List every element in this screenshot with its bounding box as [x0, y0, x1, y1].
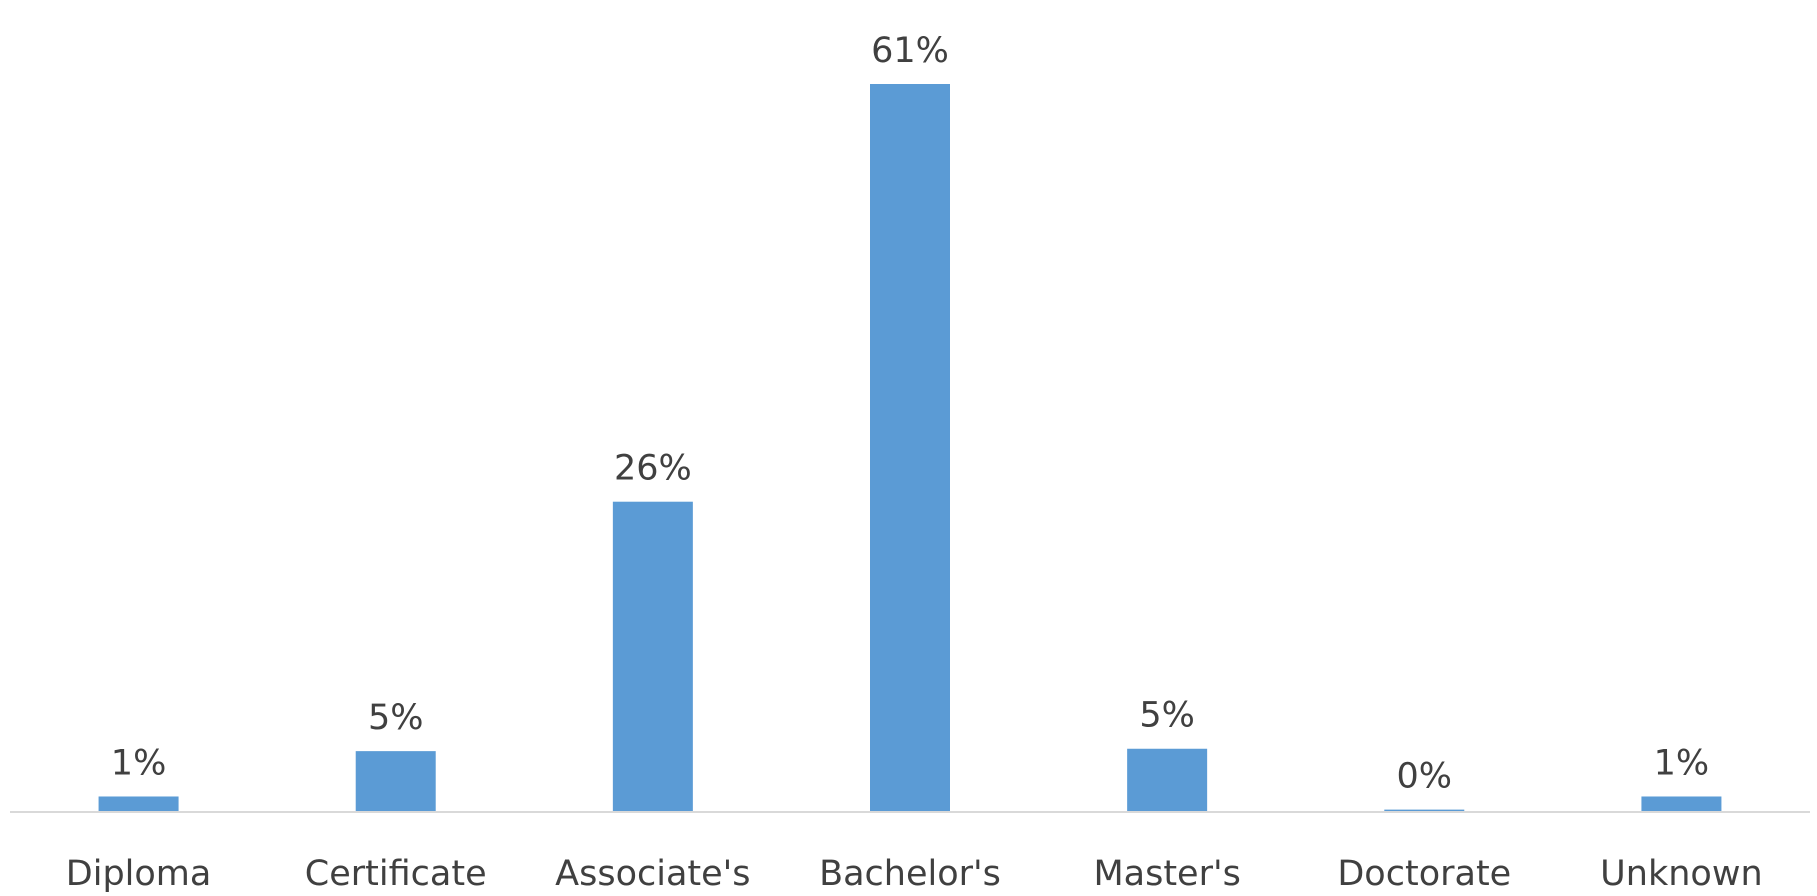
x-tick-label: Doctorate: [1337, 854, 1511, 894]
tick-labels-group: Diploma Certificate Associate's Bachelor's M…: [66, 854, 1763, 894]
bar-masters: [1127, 748, 1208, 812]
bar-diploma: [98, 796, 179, 812]
x-tick-label: Master's: [1093, 854, 1240, 894]
data-label: 1%: [1654, 743, 1710, 783]
bar-certificate: [355, 751, 436, 812]
data-label: 1%: [111, 743, 167, 783]
data-label: 5%: [368, 698, 424, 738]
x-tick-label: Unknown: [1600, 854, 1762, 894]
x-tick-label: Certificate: [305, 854, 487, 894]
bar-bachelors: [870, 84, 950, 812]
data-label: 61%: [871, 31, 949, 71]
data-label: 0%: [1397, 757, 1453, 797]
bar-doctorate: [1384, 809, 1465, 812]
x-tick-label: Diploma: [66, 854, 212, 894]
bar-associates: [612, 501, 693, 812]
bars-group: [98, 84, 1722, 812]
x-tick-label: Bachelor's: [819, 854, 1001, 894]
data-label: 26%: [614, 449, 692, 489]
data-labels-group: 1% 5% 26% 61% 5% 0% 1%: [111, 31, 1709, 797]
bar-unknown: [1641, 796, 1722, 812]
x-tick-label: Associate's: [555, 854, 750, 894]
data-label: 5%: [1139, 696, 1195, 736]
